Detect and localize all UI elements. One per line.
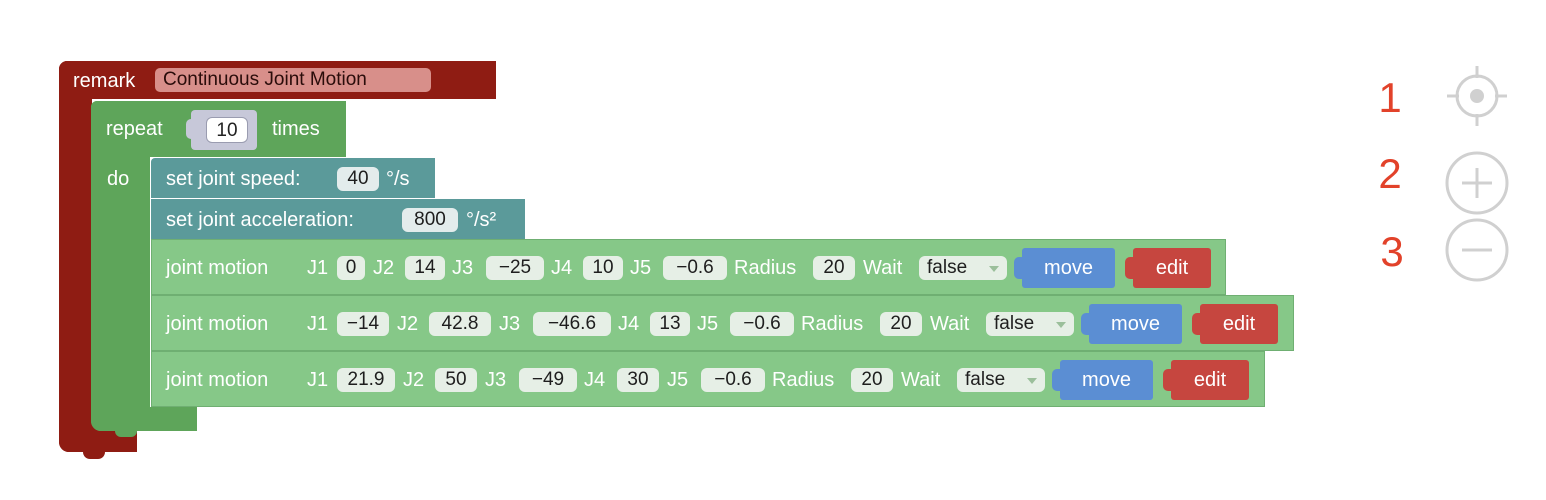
radius-field[interactable]: 20 [813, 256, 855, 280]
j2-label: J2 [397, 313, 419, 335]
move-plug [1014, 257, 1024, 279]
set-joint-speed-label: set joint speed: [166, 168, 301, 190]
j5-label: J5 [697, 313, 719, 335]
joint-speed-field[interactable]: 40 [337, 167, 379, 191]
move-plug [1081, 313, 1091, 335]
repeat-arm [91, 101, 150, 431]
j1-field[interactable]: 0 [337, 256, 365, 280]
radius-label: Radius [772, 369, 835, 391]
repeat-foot [91, 407, 197, 431]
j1-label: J1 [307, 313, 329, 335]
wait-label: Wait [930, 313, 970, 335]
remark-text-field[interactable]: Continuous Joint Motion [155, 68, 431, 92]
j5-field[interactable]: −0.6 [663, 256, 727, 280]
edit-button[interactable]: edit [1200, 304, 1278, 344]
remark-label: remark [73, 70, 136, 92]
joint-motion-label: joint motion [166, 257, 269, 279]
j2-field[interactable]: 14 [405, 256, 445, 280]
joint-acceleration-field[interactable]: 800 [402, 208, 458, 232]
move-plug [1052, 369, 1062, 391]
edit-button[interactable]: edit [1133, 248, 1211, 288]
remark-next-notch [83, 452, 105, 459]
j4-field[interactable]: 13 [650, 312, 690, 336]
repeat-next-notch [115, 431, 137, 437]
remark-arm [59, 61, 92, 452]
j4-field[interactable]: 30 [617, 368, 659, 392]
j4-field[interactable]: 10 [583, 256, 623, 280]
j5-label: J5 [667, 369, 689, 391]
wait-dropdown[interactable]: false [986, 312, 1074, 336]
j1-field[interactable]: −14 [337, 312, 389, 336]
repeat-label: repeat [106, 118, 163, 140]
zoom-in-icon[interactable] [1445, 151, 1509, 215]
edit-plug [1163, 369, 1173, 391]
j3-label: J3 [452, 257, 474, 279]
j5-field[interactable]: −0.6 [701, 368, 765, 392]
j1-label: J1 [307, 369, 329, 391]
j5-label: J5 [630, 257, 652, 279]
repeat-socket-plug [186, 119, 195, 139]
joint-acceleration-unit: °/s² [466, 209, 497, 231]
wait-label: Wait [863, 257, 903, 279]
chevron-down-icon [1027, 378, 1037, 384]
radius-label: Radius [734, 257, 797, 279]
wait-value: false [965, 369, 1006, 390]
j1-label: J1 [307, 257, 329, 279]
move-button[interactable]: move [1022, 248, 1115, 288]
move-button[interactable]: move [1060, 360, 1153, 400]
joint-motion-label: joint motion [166, 313, 269, 335]
set-joint-acceleration-label: set joint acceleration: [166, 209, 354, 231]
j3-field[interactable]: −25 [486, 256, 544, 280]
j2-field[interactable]: 50 [435, 368, 477, 392]
j5-field[interactable]: −0.6 [730, 312, 794, 336]
set-joint-acceleration-block[interactable] [151, 199, 525, 239]
control-number-2: 2 [1378, 150, 1402, 197]
control-number-1: 1 [1378, 74, 1402, 121]
edit-button[interactable]: edit [1171, 360, 1249, 400]
chevron-down-icon [1056, 322, 1066, 328]
repeat-count-field[interactable]: 10 [206, 117, 248, 143]
radius-field[interactable]: 20 [851, 368, 893, 392]
j3-field[interactable]: −49 [519, 368, 577, 392]
edit-plug [1192, 313, 1202, 335]
wait-value: false [927, 257, 968, 278]
j4-label: J4 [551, 257, 573, 279]
repeat-times-label: times [272, 118, 320, 140]
radius-field[interactable]: 20 [880, 312, 922, 336]
wait-label: Wait [901, 369, 941, 391]
wait-dropdown[interactable]: false [919, 256, 1007, 280]
j2-label: J2 [403, 369, 425, 391]
move-button[interactable]: move [1089, 304, 1182, 344]
j2-label: J2 [373, 257, 395, 279]
repeat-do-label: do [107, 168, 130, 190]
wait-value: false [994, 313, 1035, 334]
j4-label: J4 [584, 369, 606, 391]
zoom-out-icon[interactable] [1445, 218, 1509, 282]
j4-label: J4 [618, 313, 640, 335]
j1-field[interactable]: 21.9 [337, 368, 395, 392]
j2-field[interactable]: 42.8 [429, 312, 491, 336]
set-joint-speed-block[interactable] [151, 158, 435, 198]
crosshair-icon[interactable] [1445, 64, 1509, 128]
j3-field[interactable]: −46.6 [533, 312, 611, 336]
control-number-3: 3 [1380, 228, 1404, 275]
wait-dropdown[interactable]: false [957, 368, 1045, 392]
radius-label: Radius [801, 313, 864, 335]
chevron-down-icon [989, 266, 999, 272]
j3-label: J3 [499, 313, 521, 335]
joint-motion-label: joint motion [166, 369, 269, 391]
j3-label: J3 [485, 369, 507, 391]
edit-plug [1125, 257, 1135, 279]
joint-speed-unit: °/s [386, 168, 410, 190]
